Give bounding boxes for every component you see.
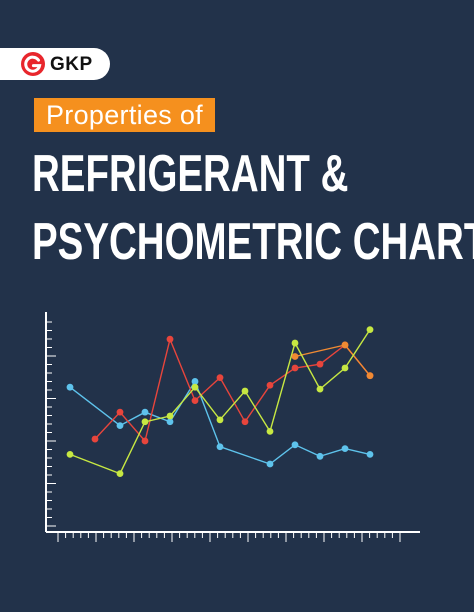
data-point [116,470,124,477]
subtitle: Properties of [46,99,203,130]
data-point [241,418,249,426]
data-point [66,383,74,391]
gkp-logo-icon [21,52,45,76]
data-point [141,437,149,445]
data-point [191,397,199,405]
data-point [291,441,299,449]
data-point [241,387,249,395]
data-point [366,372,374,380]
data-point [266,427,274,435]
decorative-line-chart [45,312,420,542]
data-point [216,443,224,451]
data-point [316,360,324,368]
series-line-3 [294,344,371,377]
data-point [116,422,124,429]
data-point [266,381,274,389]
data-point [291,353,299,360]
series-line-4 [69,329,371,475]
data-point [116,408,124,416]
data-point [166,418,174,426]
data-point [366,451,374,458]
data-point [341,364,349,372]
publisher-logo-badge [0,48,110,80]
series-line-2 [94,336,371,443]
data-point [191,378,199,385]
data-point [316,452,324,460]
data-point [91,435,99,443]
data-point [366,326,374,333]
data-point [216,416,224,424]
data-point [191,383,199,391]
data-point [316,385,324,393]
chart-axes [45,312,420,533]
data-point [341,445,349,453]
data-point [216,374,224,381]
data-point [166,335,174,343]
data-point [291,364,299,372]
subtitle-banner: Properties of [34,98,215,132]
y-axis-ticks [46,321,56,527]
data-point [141,418,149,426]
data-point [341,341,349,349]
data-point [66,451,74,458]
book-title-line-2: PSYCHOMETRIC CHART [32,213,474,271]
chart-series [66,326,374,477]
x-axis-ticks [57,532,401,542]
data-point [141,408,149,416]
data-point [291,339,299,347]
data-point [266,460,274,468]
publisher-logo-text: GKP [50,54,93,75]
data-point [166,412,174,420]
book-title-line-1: REFRIGERANT & [32,145,349,203]
